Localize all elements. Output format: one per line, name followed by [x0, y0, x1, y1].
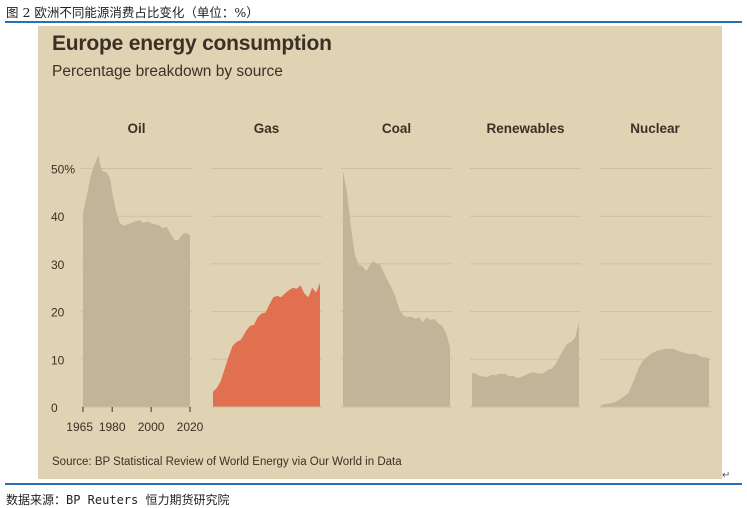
bottom-rule	[5, 483, 742, 485]
chart-source: Source: BP Statistical Review of World E…	[52, 456, 402, 468]
paragraph-mark: ↵	[722, 470, 731, 481]
y-tick-label: 20	[51, 306, 65, 320]
top-rule	[5, 21, 742, 23]
series-label-gas: Gas	[254, 121, 280, 136]
y-tick-label: 10	[51, 353, 65, 367]
chart-plot-area: Oil Gas Coal Renewables Nuclear 0 10 20 30 40 50% 1…	[51, 121, 711, 434]
y-tick-label: 30	[51, 258, 65, 272]
document-caption: 图 2 欧洲不同能源消费占比变化（单位：%）	[6, 5, 259, 20]
area-nuclear	[601, 348, 709, 407]
x-tick-label: 1980	[99, 420, 126, 434]
y-tick-label: 0	[51, 401, 58, 415]
x-tick-label: 1965	[66, 420, 93, 434]
area-renewables	[472, 322, 579, 407]
x-tick-label: 2000	[138, 420, 165, 434]
document-footer: 数据来源：BP Reuters 恒力期货研究院	[6, 493, 230, 507]
chart-subtitle: Percentage breakdown by source	[52, 63, 283, 80]
x-tick-label: 2020	[177, 420, 204, 434]
series-label-renewables: Renewables	[486, 121, 564, 136]
chart-title: Europe energy consumption	[52, 32, 332, 55]
y-tick-label: 40	[51, 210, 65, 224]
area-coal	[343, 170, 450, 407]
series-label-oil: Oil	[127, 121, 145, 136]
area-gas	[213, 283, 320, 407]
series-label-coal: Coal	[382, 121, 411, 136]
series-label-nuclear: Nuclear	[630, 121, 680, 136]
chart-panel: Europe energy consumption Percentage bre…	[38, 26, 722, 479]
area-oil	[83, 155, 190, 407]
y-tick-label: 50%	[51, 163, 75, 177]
